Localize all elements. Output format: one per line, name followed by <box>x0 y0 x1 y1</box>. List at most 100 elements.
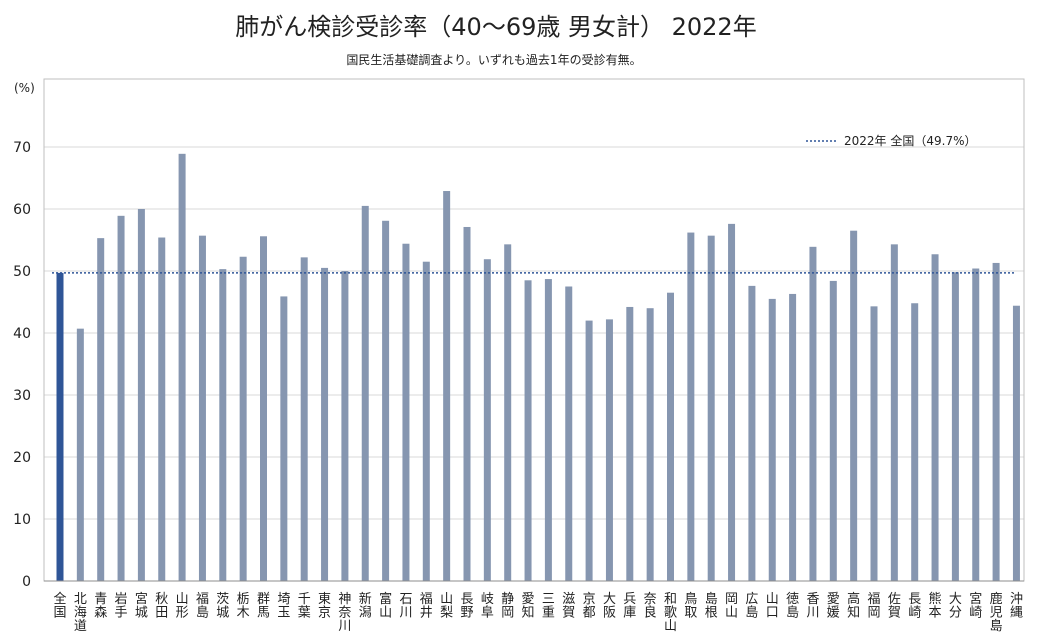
x-tick-label: 崎 <box>908 606 921 621</box>
x-tick-label: 賀 <box>888 606 901 621</box>
bar <box>646 308 654 581</box>
x-tick-label: 取 <box>684 606 697 621</box>
x-tick-label: 阪 <box>603 606 616 621</box>
bar <box>911 303 919 581</box>
bar <box>687 232 695 581</box>
x-tick-label: 形 <box>176 606 189 621</box>
x-tick-label: 青 <box>94 592 107 607</box>
x-tick-label: 埼 <box>277 592 290 607</box>
x-tick-label: 佐 <box>888 592 901 607</box>
bar <box>829 280 837 581</box>
x-tick-label: 島 <box>745 606 758 621</box>
x-tick-label: 根 <box>705 606 718 621</box>
x-tick-label: 富 <box>379 591 392 607</box>
x-tick-label: 長 <box>460 592 473 607</box>
x-tick-label: 森 <box>94 606 107 621</box>
x-tick-label: 長 <box>908 592 921 607</box>
y-tick-label: 50 <box>13 264 31 280</box>
y-axis-unit-label: (%) <box>14 81 35 95</box>
x-tick-label: 児 <box>990 606 1003 621</box>
bar <box>972 268 980 581</box>
x-tick-label: 三 <box>542 592 555 607</box>
bar <box>1012 305 1020 581</box>
bar <box>97 238 105 581</box>
x-tick-label: 京 <box>318 606 331 621</box>
x-tick-label: 福 <box>420 592 433 607</box>
x-tick-label: 高 <box>847 591 860 607</box>
x-tick-label: 道 <box>74 619 87 634</box>
x-tick-label: 沖 <box>1010 592 1023 607</box>
bar <box>260 236 267 581</box>
x-tick-label: 国 <box>53 606 66 621</box>
bar <box>280 296 288 581</box>
x-tick-label: 歌 <box>664 606 677 621</box>
x-tick-label: 島 <box>705 592 718 607</box>
bar <box>504 244 512 581</box>
bars <box>56 153 1020 582</box>
x-tick-label: 島 <box>786 606 799 621</box>
bar <box>931 254 939 581</box>
bar <box>56 272 64 581</box>
bar <box>728 223 736 581</box>
legend-label: 2022年 全国（49.7%） <box>844 133 976 148</box>
x-tick-label: 都 <box>583 606 596 621</box>
bar <box>300 257 308 581</box>
x-tick-label: 岐 <box>481 592 494 607</box>
x-tick-label: 重 <box>542 605 555 621</box>
bar <box>463 226 471 582</box>
x-tick-label: 熊 <box>929 591 942 607</box>
x-tick-label: 馬 <box>257 606 270 621</box>
x-tick-label: 本 <box>929 606 942 621</box>
x-tick-label: 奈 <box>644 592 657 607</box>
x-tick-label: 愛 <box>522 592 535 607</box>
x-tick-label: 媛 <box>827 606 840 621</box>
x-tick-label: 知 <box>847 605 860 621</box>
x-tick-label: 島 <box>196 606 209 621</box>
x-tick-label: 分 <box>949 606 962 621</box>
x-tick-label: 阜 <box>481 605 494 621</box>
x-tick-label: 鹿 <box>990 591 1003 607</box>
bar <box>585 320 593 581</box>
x-tick-label: 潟 <box>359 606 372 621</box>
y-axis-labels: 0 10 20 30 40 50 60 70 <box>13 140 31 590</box>
x-tick-label: 縄 <box>1010 606 1023 621</box>
x-tick-label: 川 <box>399 606 412 621</box>
bar <box>158 237 166 581</box>
x-tick-label: 茨 <box>216 592 229 607</box>
x-tick-label: 鳥 <box>684 592 697 607</box>
x-tick-label: 大 <box>949 592 962 607</box>
bar <box>198 235 206 581</box>
x-tick-label: 崎 <box>969 606 982 621</box>
x-tick-label: 千 <box>298 592 311 607</box>
x-tick-label: 奈 <box>338 606 351 621</box>
x-tick-label: 庫 <box>623 606 636 621</box>
bar <box>382 220 390 581</box>
plot-area: 全国北海道青森岩手宮城秋田山形福島茨城栃木群馬埼玉千葉東京神奈川新潟富山石川福井… <box>13 78 1025 634</box>
x-tick-label: 山 <box>379 606 392 621</box>
x-tick-label: 知 <box>522 605 535 621</box>
x-tick-label: 兵 <box>623 592 636 607</box>
x-tick-label: 栃 <box>237 592 250 607</box>
x-tick-label: 海 <box>74 606 87 621</box>
x-tick-label: 東 <box>318 591 331 607</box>
x-tick-label: 葉 <box>298 606 311 621</box>
bar <box>768 298 776 581</box>
x-tick-label: 山 <box>766 592 779 607</box>
x-tick-label: 福 <box>867 592 880 607</box>
x-tick-label: 全 <box>53 591 66 607</box>
x-tick-label: 木 <box>237 606 250 621</box>
x-tick-label: 宮 <box>969 591 982 607</box>
y-tick-label: 40 <box>13 326 31 342</box>
bar <box>524 280 532 581</box>
bar <box>870 306 878 581</box>
bar <box>890 244 898 581</box>
bar <box>361 205 369 581</box>
bar <box>565 286 573 581</box>
x-tick-label: 城 <box>135 606 148 621</box>
bar <box>341 271 349 581</box>
bar <box>443 191 451 581</box>
y-tick-label: 70 <box>13 140 31 156</box>
x-tick-label: 福 <box>196 592 209 607</box>
x-tick-label: 静 <box>501 592 514 607</box>
